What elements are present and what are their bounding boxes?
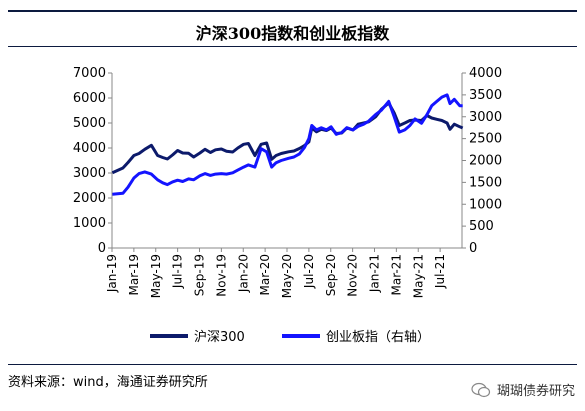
- left-tick-label: 6000: [73, 91, 106, 106]
- chart-title: 沪深300指数和创业板指数: [195, 24, 390, 43]
- x-tick-label: Nov-19: [214, 254, 228, 297]
- series-lines: [111, 93, 464, 196]
- legend: 沪深300 创业板指（右轴）: [150, 329, 430, 345]
- left-tick-label: 1000: [73, 216, 106, 231]
- bottom-rule: [8, 364, 577, 365]
- right-tick-label: 500: [469, 219, 494, 234]
- right-tick-label: 2000: [469, 154, 502, 169]
- x-tick-label: Mar-19: [127, 254, 141, 295]
- watermark: 瑚瑚债券研究: [471, 380, 575, 399]
- left-tick-label: 5000: [73, 116, 106, 131]
- x-tick-label: Jul-21: [433, 254, 447, 289]
- x-tick-label: May-20: [280, 254, 294, 298]
- right-tick-label: 1500: [469, 175, 502, 190]
- left-tick-label: 2000: [73, 191, 106, 206]
- source-note: 资料来源：wind，海通证券研究所: [8, 375, 208, 390]
- hs300-line: [111, 101, 464, 175]
- axes: 0 1000 2000 3000 4000 5000 6000 7000 0 500 1000 150…: [73, 66, 502, 298]
- right-tick-label: 0: [469, 241, 477, 256]
- x-tick-label: Jan-19: [105, 254, 119, 293]
- x-tick-label: Jan-20: [236, 254, 250, 293]
- right-tick-label: 3500: [469, 88, 502, 103]
- legend-label-hs300: 沪深300: [194, 329, 245, 345]
- x-tick-label: May-19: [149, 254, 163, 298]
- legend-label-chinext: 创业板指（右轴）: [326, 330, 430, 345]
- left-tick-label: 4000: [73, 141, 106, 156]
- wechat-icon: [471, 382, 491, 397]
- title-rule: [8, 46, 577, 47]
- right-tick-label: 4000: [469, 66, 502, 81]
- x-tick-label: Sep-20: [324, 254, 338, 296]
- watermark-text: 瑚瑚债券研究: [496, 384, 575, 399]
- right-tick-label: 2500: [469, 132, 502, 147]
- x-tick-label: May-21: [411, 254, 425, 298]
- x-tick-label: Sep-19: [193, 254, 207, 296]
- x-tick-label: Nov-20: [346, 254, 360, 297]
- left-tick-label: 3000: [73, 166, 106, 181]
- x-tick-label: Jul-20: [302, 254, 316, 289]
- left-tick-label: 7000: [73, 66, 106, 81]
- x-tick-label: Jan-21: [368, 254, 382, 293]
- chinext-line: [112, 93, 463, 196]
- left-tick-label: 0: [98, 241, 106, 256]
- x-tick-label: Jul-19: [171, 254, 185, 289]
- right-tick-label: 1000: [469, 197, 502, 212]
- top-rule: [8, 10, 577, 12]
- x-tick-label: Mar-21: [389, 254, 403, 295]
- right-tick-label: 3000: [469, 110, 502, 125]
- x-tick-label: Mar-20: [258, 254, 272, 295]
